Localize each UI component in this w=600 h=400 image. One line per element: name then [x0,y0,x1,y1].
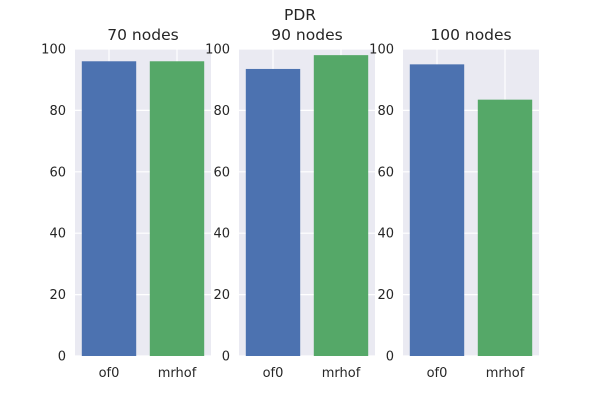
y-tick-label: 40 [377,227,394,242]
y-tick-label: 40 [49,227,66,242]
y-tick-label: 20 [49,288,66,303]
bar-of0 [245,68,301,356]
y-tick-label: 100 [369,43,394,58]
y-tick-label: 0 [222,350,230,365]
bar-mrhof [149,61,205,356]
x-tick-label: of0 [99,366,120,381]
subplot-2: 0 20 40 60 80 100 of0 mrhof 90 nodes [205,26,375,381]
y-tick-label: 100 [205,43,230,58]
y-tick-label: 20 [377,288,394,303]
bar-mrhof [313,55,369,356]
bar-of0 [81,61,137,356]
y-tick-label: 60 [49,165,66,180]
x-tick-label: mrhof [322,366,361,381]
subplot-title: 100 nodes [430,26,511,44]
subplot-title: 90 nodes [271,26,342,44]
subplot-3: 0 20 40 60 80 100 of0 mrhof 100 nodes [369,26,539,381]
y-tick-label: 40 [213,227,230,242]
y-tick-label: 60 [213,165,230,180]
x-tick-label: mrhof [486,366,525,381]
subplot-1: 0 20 40 60 80 100 of0 mrhof 70 nodes [41,26,211,381]
y-tick-label: 80 [49,104,66,119]
x-tick-label: mrhof [158,366,197,381]
x-tick-label: of0 [427,366,448,381]
x-tick-label: of0 [263,366,284,381]
bar-mrhof [477,99,533,356]
y-tick-label: 80 [377,104,394,119]
y-tick-label: 0 [386,350,394,365]
chart-title: PDR [284,6,316,24]
bar-of0 [409,64,465,356]
y-tick-label: 0 [58,350,66,365]
y-tick-label: 20 [213,288,230,303]
y-tick-label: 80 [213,104,230,119]
y-tick-label: 100 [41,43,66,58]
y-tick-label: 60 [377,165,394,180]
subplot-title: 70 nodes [107,26,178,44]
